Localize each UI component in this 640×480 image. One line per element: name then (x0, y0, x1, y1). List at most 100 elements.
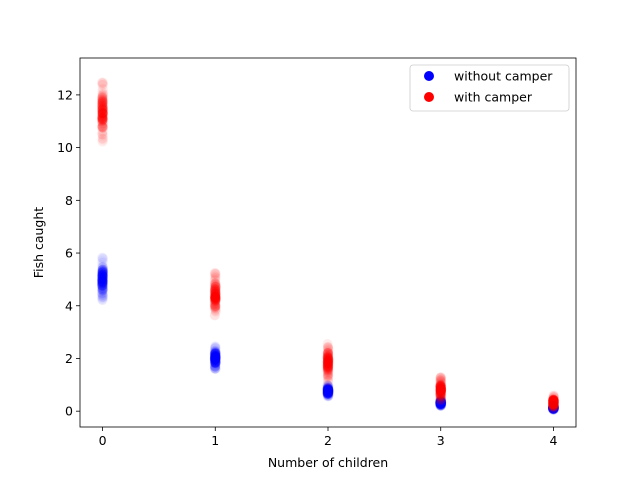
y-tick-label: 4 (65, 298, 73, 313)
data-point (97, 273, 108, 284)
data-point (97, 264, 108, 275)
data-point (210, 293, 221, 304)
data-point (323, 358, 334, 369)
data-point (548, 396, 559, 407)
data-point (209, 358, 220, 369)
data-point (548, 398, 559, 409)
data-point (548, 399, 559, 410)
data-point (323, 363, 334, 374)
data-point (97, 280, 108, 291)
data-point (435, 397, 446, 408)
data-point (97, 264, 108, 275)
data-point (435, 383, 446, 394)
data-point (435, 384, 446, 395)
data-point (209, 292, 220, 303)
data-point (97, 281, 108, 292)
data-point (435, 398, 446, 409)
data-point (210, 288, 221, 299)
data-point (210, 285, 221, 296)
data-point (210, 293, 221, 304)
data-point (322, 359, 333, 370)
legend: without camper with camper (409, 64, 570, 112)
data-point (435, 396, 446, 407)
data-point (435, 378, 446, 389)
data-point (210, 357, 221, 368)
data-point (210, 352, 221, 363)
data-point (209, 352, 220, 363)
data-point (97, 102, 108, 113)
legend-box (409, 64, 570, 112)
data-point (435, 382, 446, 393)
data-point (210, 353, 221, 364)
data-point (97, 269, 108, 280)
data-point (97, 274, 108, 285)
data-point (548, 403, 559, 414)
data-point (436, 398, 447, 409)
data-point (435, 385, 446, 396)
data-point (548, 395, 559, 406)
data-point (323, 384, 334, 395)
data-point (210, 278, 221, 289)
data-point (97, 110, 108, 121)
data-point (97, 112, 108, 123)
data-point (322, 348, 333, 359)
data-point (548, 402, 559, 413)
data-point (435, 385, 446, 396)
data-point (548, 403, 559, 414)
data-point (210, 291, 221, 302)
data-point (548, 403, 559, 414)
data-point (435, 397, 446, 408)
data-point (548, 395, 559, 406)
data-point (322, 387, 333, 398)
data-point (548, 402, 559, 413)
data-point (322, 358, 333, 369)
data-point (548, 396, 559, 407)
data-point (323, 388, 334, 399)
data-point (435, 399, 446, 410)
data-point (548, 402, 559, 413)
data-point (548, 394, 559, 405)
data-point (435, 383, 446, 394)
data-point (323, 388, 334, 399)
point-cluster-with-camper-0 (97, 92, 109, 133)
data-point (98, 100, 109, 111)
data-point (548, 398, 559, 409)
data-point (322, 385, 333, 396)
data-point (98, 277, 109, 288)
data-point (97, 270, 108, 281)
data-point (210, 352, 221, 363)
data-point (322, 388, 333, 399)
data-point (323, 385, 334, 396)
data-point (97, 269, 108, 280)
data-point (435, 378, 446, 389)
data-point (435, 385, 446, 396)
data-point (210, 292, 221, 303)
data-point (323, 358, 334, 369)
data-point (548, 403, 559, 414)
y-tick-label: 8 (65, 193, 73, 208)
data-point (323, 361, 334, 372)
data-point (548, 403, 559, 414)
data-point (322, 382, 333, 393)
data-point (98, 295, 108, 305)
data-point (548, 403, 559, 414)
data-point (548, 401, 559, 412)
data-point (548, 402, 559, 413)
data-point (322, 348, 333, 359)
data-point (323, 355, 334, 366)
data-point (322, 385, 333, 396)
data-point (435, 384, 446, 395)
data-point (209, 292, 220, 303)
data-point (97, 277, 108, 288)
data-point (435, 397, 446, 408)
data-point (323, 386, 334, 397)
data-point (435, 386, 446, 397)
data-point (436, 397, 447, 408)
data-point (97, 275, 108, 286)
data-point (435, 397, 446, 408)
data-point (210, 292, 221, 303)
data-point (210, 352, 221, 363)
data-point (435, 398, 446, 409)
data-point (210, 352, 221, 363)
data-point (210, 348, 221, 359)
